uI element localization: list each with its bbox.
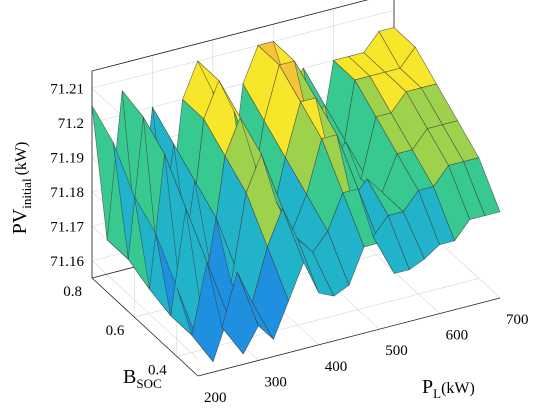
box-edge-back-top — [91, 0, 369, 72]
x-axis-label-unit: (kW) — [441, 380, 475, 397]
y-axis-label-main: B — [123, 366, 136, 388]
z-tick-5: 71.21 — [50, 81, 84, 97]
x-axis-label-sub: L — [433, 386, 441, 401]
svg-text:PVinitial(kW): PVinitial (kW) — [9, 142, 34, 235]
y-axis-label: BSOC — [123, 366, 162, 391]
z-axis-label-main: PV — [9, 208, 31, 234]
x-axis-label-main: P — [422, 376, 433, 398]
z-axis-label-sub: initial — [19, 178, 34, 209]
y-tick-2: 0.8 — [63, 284, 82, 300]
surface-mesh — [91, 27, 501, 363]
grid-line-y-0 — [176, 278, 479, 357]
tick-labels: 71.16 71.17 71.18 71.19 71.2 71.21 200 300 400 50… — [50, 81, 528, 406]
z-tick-3: 71.19 — [50, 150, 84, 166]
x-tick-1: 300 — [264, 374, 287, 390]
grid-line-z-5 — [91, 9, 395, 89]
z-tick-0: 71.16 — [50, 254, 84, 270]
plot-box — [91, 277, 501, 377]
z-tick-2: 71.18 — [50, 185, 84, 201]
box-edge-left — [91, 277, 199, 377]
surface-facet-r4-c19 — [463, 157, 501, 217]
y-tick-0: 0.4 — [148, 362, 167, 378]
x-tick-5: 700 — [506, 312, 529, 328]
z-axis-label: PVinitial (kW) — [9, 142, 34, 235]
y-tick-1: 0.6 — [106, 323, 125, 339]
x-tick-2: 400 — [325, 359, 348, 375]
z-tick-1: 71.17 — [50, 219, 84, 235]
z-axis-label-unit: (kW) — [13, 142, 30, 176]
svg-text:BSOC: BSOC — [123, 366, 162, 391]
x-tick-3: 500 — [385, 343, 408, 359]
box-edge-front — [197, 297, 501, 377]
svg-text:PL(kW): PL(kW) — [422, 376, 475, 401]
z-tick-4: 71.2 — [58, 116, 84, 132]
x-tick-4: 600 — [446, 328, 469, 344]
x-tick-0: 200 — [204, 390, 227, 406]
grid-line-zl-0 — [91, 260, 199, 359]
y-axis-label-sub: SOC — [136, 376, 161, 391]
x-axis-label: PL(kW) — [422, 376, 475, 401]
